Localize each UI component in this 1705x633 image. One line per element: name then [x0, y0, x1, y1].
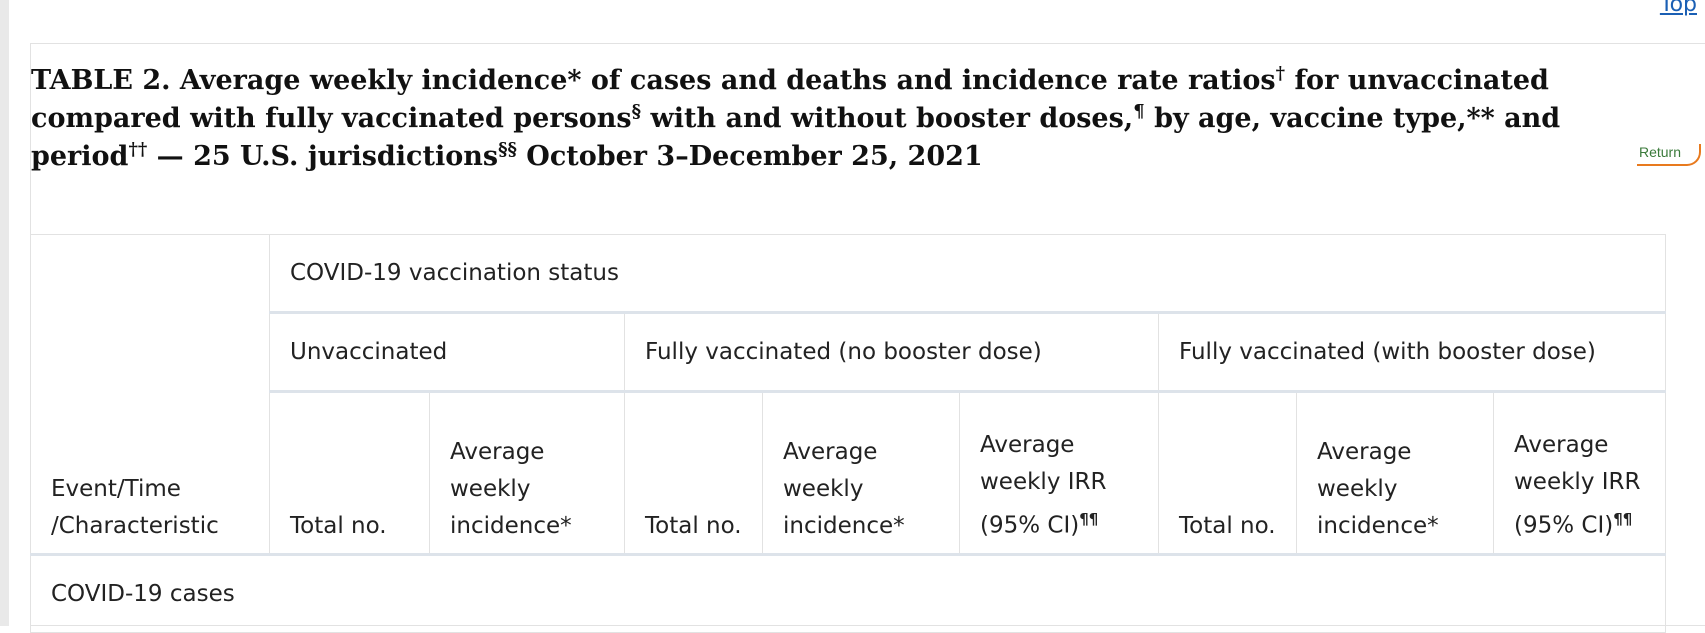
- section-row: COVID-19 cases: [30, 554, 1666, 633]
- title-text: TABLE 2. Average weekly incidence* of ca…: [31, 65, 1276, 96]
- table-title: TABLE 2. Average weekly incidence* of ca…: [31, 62, 1671, 176]
- top-link[interactable]: Top: [1659, 0, 1697, 17]
- footnote-mark: §§: [498, 139, 517, 160]
- column-header: Total no.: [269, 391, 430, 556]
- header-text: Average weekly IRR (95% CI): [1514, 432, 1641, 539]
- footnote-mark: ¶: [1133, 101, 1145, 122]
- column-header: Average weekly IRR (95% CI)¶¶: [959, 391, 1159, 556]
- column-header: Average weekly incidence*: [429, 391, 625, 556]
- table-container: TABLE 2. Average weekly incidence* of ca…: [30, 43, 1705, 633]
- title-text: by age, vaccine type,** and period: [31, 103, 1561, 172]
- return-button[interactable]: Return: [1636, 144, 1701, 166]
- title-text: October 3–December 25, 2021: [516, 141, 983, 172]
- data-table: Event/Time /Characteristic COVID-19 vacc…: [30, 234, 1666, 633]
- column-header: Average weekly incidence*: [762, 391, 960, 556]
- footnote-mark: †: [1275, 63, 1286, 84]
- column-header: Average weekly incidence*: [1296, 391, 1494, 556]
- subgroup-header: Unvaccinated: [269, 312, 625, 393]
- group-header: COVID-19 vaccination status: [269, 234, 1666, 314]
- header-row: Unvaccinated Fully vaccinated (no booste…: [31, 312, 1666, 393]
- subgroup-header: Fully vaccinated (with booster dose): [1158, 312, 1666, 393]
- section-label: COVID-19 cases: [30, 554, 1666, 633]
- column-header: Total no.: [1158, 391, 1297, 556]
- column-header: Average weekly IRR (95% CI)¶¶: [1493, 391, 1666, 556]
- header-text: Average weekly IRR (95% CI): [980, 432, 1107, 539]
- title-text: for unvaccinated compared with fully vac…: [31, 65, 1549, 134]
- subgroup-header: Fully vaccinated (no booster dose): [624, 312, 1159, 393]
- side-strip: [0, 0, 9, 626]
- title-text: — 25 U.S. jurisdictions: [147, 141, 499, 172]
- header-row: Total no. Average weekly incidence* Tota…: [31, 391, 1666, 556]
- footnote-mark: §: [631, 101, 642, 122]
- footnote-mark: ¶¶: [1613, 510, 1633, 529]
- stub-header: Event/Time /Characteristic: [30, 234, 270, 556]
- header-row: Event/Time /Characteristic COVID-19 vacc…: [30, 234, 1666, 556]
- footnote-mark: ¶¶: [1079, 510, 1099, 529]
- footnote-mark: ††: [128, 139, 148, 160]
- column-header: Total no.: [624, 391, 763, 556]
- title-text: with and without booster doses,: [641, 103, 1134, 134]
